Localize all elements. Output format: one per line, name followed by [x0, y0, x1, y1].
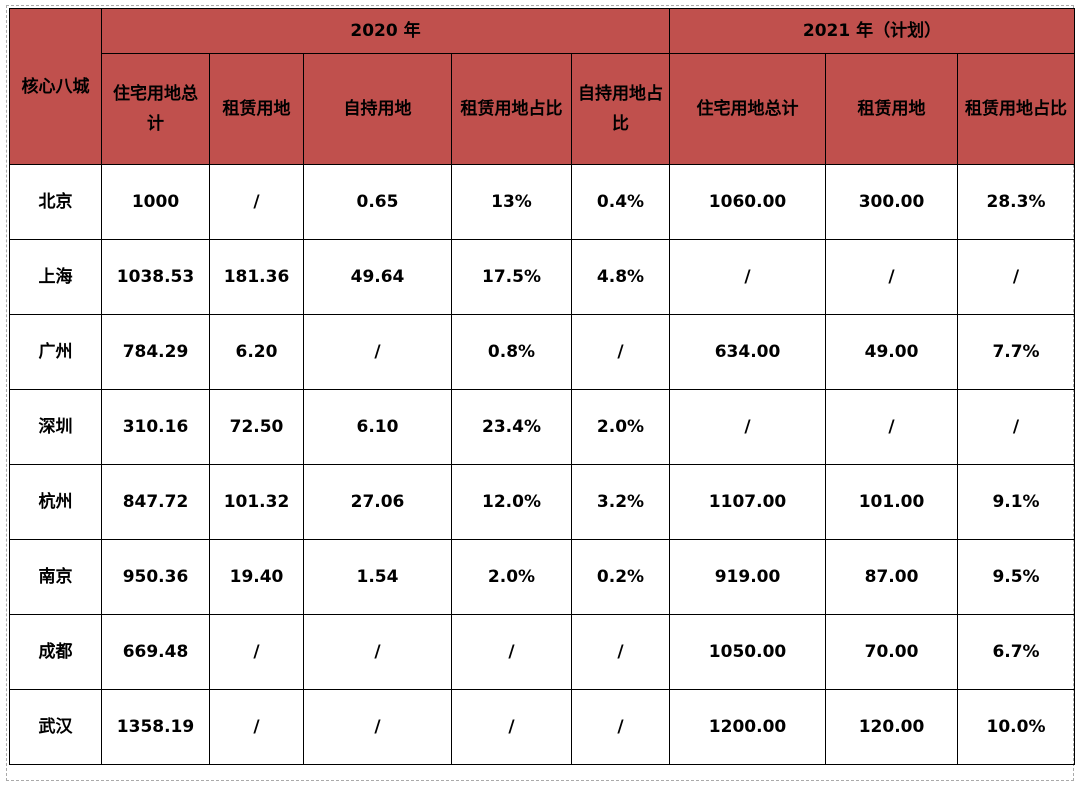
value-cell: / — [957, 239, 1076, 315]
value-cell: 669.48 — [101, 614, 210, 690]
column-header: 租赁用地占比 — [957, 53, 1076, 165]
city-cell: 上海 — [9, 239, 102, 315]
column-header: 租赁用地 — [209, 53, 304, 165]
value-cell: 87.00 — [825, 539, 959, 615]
value-cell: 2.0% — [451, 539, 572, 615]
group-row: 核心八城 2020 年 2021 年（计划） — [9, 8, 1076, 165]
column-header: 租赁用地占比 — [451, 53, 572, 165]
city-cell: 杭州 — [9, 464, 102, 540]
city-cell: 武汉 — [9, 689, 102, 765]
value-cell: 6.10 — [303, 389, 452, 465]
column-header: 自持用地 — [303, 53, 452, 165]
value-cell: 1038.53 — [101, 239, 210, 315]
header-row: 住宅用地总计 租赁用地 自持用地 租赁用地占比 自持用地占比 住宅用地总计 租赁用地 租赁用地… — [10, 53, 1076, 165]
value-cell: 13% — [451, 164, 572, 240]
value-cell: 72.50 — [209, 389, 304, 465]
group-header: 2020 年 — [100, 8, 671, 54]
value-cell: 1060.00 — [669, 164, 827, 240]
value-cell: 310.16 — [101, 389, 210, 465]
value-cell: 784.29 — [101, 314, 210, 390]
value-cell: / — [209, 164, 304, 240]
city-cell: 南京 — [9, 539, 102, 615]
value-cell: 7.7% — [957, 314, 1076, 390]
value-cell: / — [570, 314, 671, 390]
column-header: 住宅用地总计 — [101, 53, 210, 165]
group-header: 2021 年（计划） — [669, 8, 1076, 54]
value-cell: 19.40 — [209, 539, 304, 615]
value-cell: 6.20 — [209, 314, 304, 390]
value-cell: 0.8% — [451, 314, 572, 390]
value-cell: / — [209, 689, 304, 765]
data-row: 上海 1038.53 181.36 49.64 17.5% 4.8% / / / — [9, 239, 1076, 315]
value-cell: 101.32 — [209, 464, 304, 540]
column-header: 自持用地占比 — [570, 53, 671, 165]
value-cell: 49.00 — [825, 314, 959, 390]
value-cell: 1200.00 — [669, 689, 827, 765]
column-header: 租赁用地 — [825, 53, 959, 165]
value-cell: 1050.00 — [669, 614, 827, 690]
value-cell: 919.00 — [669, 539, 827, 615]
value-cell: 0.4% — [570, 164, 671, 240]
table-frame: 核心八城 2020 年 2021 年（计划） 住宅用地总计 租赁用地 自持用地 租赁用地占比… — [6, 5, 1076, 781]
value-cell: / — [209, 614, 304, 690]
value-cell: 70.00 — [825, 614, 959, 690]
value-cell: 847.72 — [101, 464, 210, 540]
value-cell: 1107.00 — [669, 464, 827, 540]
value-cell: 4.8% — [570, 239, 671, 315]
value-cell: / — [570, 614, 671, 690]
city-cell: 北京 — [9, 164, 102, 240]
value-cell: / — [669, 389, 827, 465]
value-cell: / — [451, 614, 572, 690]
value-cell: 17.5% — [451, 239, 572, 315]
value-cell: 6.7% — [957, 614, 1076, 690]
value-cell: / — [303, 614, 452, 690]
value-cell: 950.36 — [101, 539, 210, 615]
data-row: 成都 669.48// //1050.00 70.00 6.7% — [9, 614, 1076, 690]
value-cell: 9.1% — [957, 464, 1076, 540]
value-cell: / — [825, 389, 959, 465]
value-cell: 634.00 — [669, 314, 827, 390]
value-cell: 0.65 — [303, 164, 452, 240]
data-table: 核心八城 2020 年 2021 年（计划） 住宅用地总计 租赁用地 自持用地 租赁用地占比… — [9, 8, 1076, 765]
value-cell: 49.64 — [303, 239, 452, 315]
value-cell: / — [303, 689, 452, 765]
city-cell: 成都 — [9, 614, 102, 690]
value-cell: / — [451, 689, 572, 765]
city-cell: 广州 — [9, 314, 102, 390]
value-cell: 9.5% — [957, 539, 1076, 615]
value-cell: 27.06 — [303, 464, 452, 540]
value-cell: 1358.19 — [101, 689, 210, 765]
value-cell: 3.2% — [570, 464, 671, 540]
value-cell: 181.36 — [209, 239, 304, 315]
value-cell: 10.0% — [957, 689, 1076, 765]
data-row: 南京 950.36 19.40 1.54 2.0% 0.2% 919.00 87.00 9.5% — [9, 539, 1076, 615]
value-cell: 1.54 — [303, 539, 452, 615]
value-cell: 12.0% — [451, 464, 572, 540]
value-cell: 101.00 — [825, 464, 959, 540]
value-cell: 23.4% — [451, 389, 572, 465]
value-cell: 0.2% — [570, 539, 671, 615]
value-cell: / — [570, 689, 671, 765]
data-row: 武汉 1358.19// //1200.00 120.00 10.0% — [9, 689, 1076, 765]
city-cell: 深圳 — [9, 389, 102, 465]
value-cell: 300.00 — [825, 164, 959, 240]
value-cell: 2.0% — [570, 389, 671, 465]
value-cell: / — [957, 389, 1076, 465]
value-cell: 28.3% — [957, 164, 1076, 240]
corner-cell: 核心八城 — [9, 8, 102, 165]
value-cell: / — [303, 314, 452, 390]
value-cell: 1000 — [101, 164, 210, 240]
data-row: 深圳 310.16 72.50 6.10 23.4% 2.0% / / / — [9, 389, 1076, 465]
column-header: 住宅用地总计 — [669, 53, 827, 165]
data-row: 北京 1000/0.65 13% 0.4% 1060.00 300.00 28.3% — [9, 164, 1076, 240]
data-row: 广州 784.29 6.20/0.8%/634.00 49.00 7.7% — [9, 314, 1076, 390]
value-cell: / — [825, 239, 959, 315]
value-cell: 120.00 — [825, 689, 959, 765]
value-cell: / — [669, 239, 827, 315]
data-row: 杭州 847.72 101.32 27.06 12.0% 3.2% 1107.00 101.0… — [9, 464, 1076, 540]
